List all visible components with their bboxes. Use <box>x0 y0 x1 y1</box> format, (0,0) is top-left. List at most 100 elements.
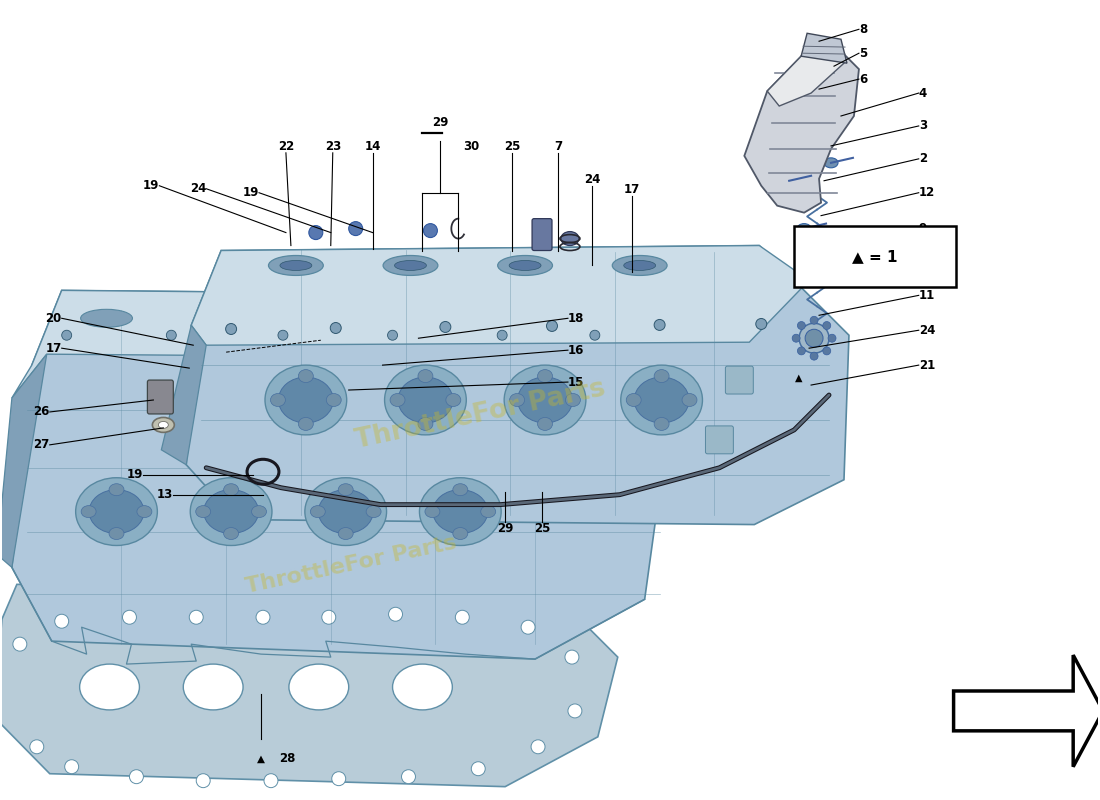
Circle shape <box>531 740 544 754</box>
Ellipse shape <box>654 370 669 382</box>
Circle shape <box>322 610 335 624</box>
Circle shape <box>455 610 470 624</box>
Circle shape <box>55 614 68 628</box>
Polygon shape <box>162 326 206 465</box>
Ellipse shape <box>422 310 474 327</box>
Text: 16: 16 <box>568 344 584 357</box>
Text: 29: 29 <box>497 522 514 534</box>
FancyBboxPatch shape <box>532 218 552 250</box>
Text: 24: 24 <box>190 182 206 195</box>
Ellipse shape <box>195 310 248 327</box>
Ellipse shape <box>481 506 496 518</box>
Ellipse shape <box>626 394 641 406</box>
Circle shape <box>823 322 830 330</box>
Text: 21: 21 <box>918 358 935 372</box>
Ellipse shape <box>620 365 703 435</box>
Ellipse shape <box>418 418 433 430</box>
Ellipse shape <box>509 261 541 270</box>
Ellipse shape <box>298 418 314 430</box>
Ellipse shape <box>223 527 239 539</box>
Circle shape <box>402 770 416 784</box>
Circle shape <box>497 330 507 340</box>
Ellipse shape <box>289 664 349 710</box>
Text: 7: 7 <box>554 140 562 153</box>
Ellipse shape <box>338 484 353 496</box>
Ellipse shape <box>509 394 525 406</box>
Text: 23: 23 <box>324 140 341 153</box>
Ellipse shape <box>79 664 140 710</box>
Ellipse shape <box>425 506 440 518</box>
Ellipse shape <box>538 418 552 430</box>
Polygon shape <box>745 50 859 213</box>
Text: 19: 19 <box>143 179 160 192</box>
Circle shape <box>62 330 72 340</box>
Polygon shape <box>0 354 47 567</box>
Ellipse shape <box>136 506 152 518</box>
Text: 25: 25 <box>504 140 520 153</box>
Ellipse shape <box>824 158 838 168</box>
Ellipse shape <box>561 231 579 246</box>
Ellipse shape <box>184 664 243 710</box>
Ellipse shape <box>504 365 586 435</box>
Ellipse shape <box>782 176 796 186</box>
Ellipse shape <box>805 330 823 347</box>
FancyBboxPatch shape <box>794 226 956 287</box>
Ellipse shape <box>109 527 124 539</box>
Text: 5: 5 <box>859 46 867 60</box>
Circle shape <box>166 330 176 340</box>
Ellipse shape <box>635 377 689 423</box>
Ellipse shape <box>654 418 669 430</box>
Ellipse shape <box>613 255 667 275</box>
Text: 11: 11 <box>918 289 935 302</box>
Circle shape <box>122 610 136 624</box>
Text: 20: 20 <box>45 312 62 325</box>
Ellipse shape <box>190 478 272 546</box>
Circle shape <box>547 321 558 331</box>
Ellipse shape <box>278 377 333 423</box>
Ellipse shape <box>252 506 266 518</box>
Text: 9: 9 <box>918 222 927 235</box>
Text: 19: 19 <box>243 186 258 199</box>
Ellipse shape <box>310 506 326 518</box>
Text: 19: 19 <box>126 468 143 482</box>
Text: 3: 3 <box>918 119 927 133</box>
Text: 27: 27 <box>33 438 50 451</box>
Ellipse shape <box>204 490 258 534</box>
Ellipse shape <box>497 255 552 275</box>
Ellipse shape <box>366 506 381 518</box>
Ellipse shape <box>798 224 811 234</box>
Circle shape <box>798 347 805 355</box>
Text: 2: 2 <box>918 152 927 166</box>
Circle shape <box>823 347 830 355</box>
Circle shape <box>278 330 288 340</box>
Circle shape <box>756 318 767 330</box>
Text: 8: 8 <box>859 22 867 36</box>
Ellipse shape <box>446 394 461 406</box>
Text: 28: 28 <box>279 752 295 766</box>
Ellipse shape <box>271 394 285 406</box>
Ellipse shape <box>799 323 829 353</box>
FancyBboxPatch shape <box>705 426 734 454</box>
Circle shape <box>264 774 278 788</box>
Ellipse shape <box>418 370 433 382</box>
Polygon shape <box>954 655 1100 766</box>
Circle shape <box>387 330 397 340</box>
Ellipse shape <box>453 484 468 496</box>
Ellipse shape <box>565 394 581 406</box>
Text: 30: 30 <box>463 140 480 153</box>
Text: ▲: ▲ <box>257 754 265 764</box>
Ellipse shape <box>158 422 168 429</box>
Ellipse shape <box>682 394 697 406</box>
Text: ▲: ▲ <box>795 373 803 383</box>
Ellipse shape <box>80 310 132 327</box>
Circle shape <box>440 322 451 333</box>
Polygon shape <box>12 290 629 398</box>
Ellipse shape <box>81 506 96 518</box>
Circle shape <box>196 774 210 788</box>
Ellipse shape <box>109 484 124 496</box>
Polygon shape <box>12 290 674 659</box>
Text: 4: 4 <box>918 86 927 99</box>
Circle shape <box>424 224 438 238</box>
Circle shape <box>471 762 485 776</box>
Circle shape <box>330 322 341 334</box>
